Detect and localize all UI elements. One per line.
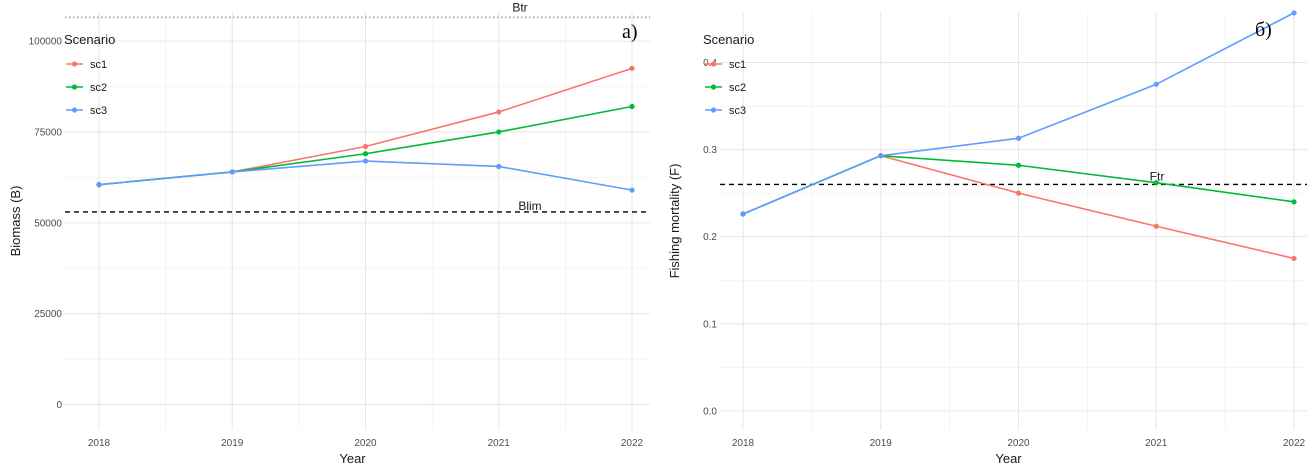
x-tick-label: 2020 — [1007, 438, 1030, 449]
data-point-sc3 — [1291, 10, 1297, 16]
fishing-mortality-chart-panel: 2018 2019 2020 2021 2022 0.0 0.1 0.2 0.3 0.4 Year F… — [657, 0, 1314, 468]
y-tick-label: 0.3 — [703, 145, 717, 156]
legend-label-sc3: sc3 — [729, 105, 746, 117]
gridlines — [720, 12, 1307, 430]
data-point-sc1 — [1153, 223, 1159, 229]
reference-line-label: Btr — [512, 0, 527, 14]
x-axis-title: Year — [995, 451, 1022, 466]
legend-title: Scenario — [64, 32, 115, 47]
biomass-chart-panel: 2018 2019 2020 2021 2022 0 25000 50000 75000 1000… — [8, 0, 650, 466]
panel-letter: б) — [1255, 19, 1272, 41]
data-point-sc1 — [1015, 190, 1022, 196]
legend-key-point — [710, 61, 717, 67]
x-tick-label: 2018 — [88, 438, 111, 449]
data-point-sc3 — [629, 187, 635, 193]
legend-label-sc3: sc3 — [90, 105, 107, 117]
data-point-sc2 — [1153, 180, 1159, 186]
x-tick-label: 2021 — [1145, 438, 1168, 449]
data-point-sc3 — [96, 182, 102, 188]
legend-key-point — [71, 84, 78, 90]
legend-label-sc2: sc2 — [729, 82, 746, 94]
data-point-sc3 — [1153, 81, 1159, 87]
data-point-sc1 — [1291, 255, 1297, 262]
data-point-sc3 — [1015, 135, 1022, 141]
y-tick-label: 0 — [56, 400, 62, 411]
data-point-sc1 — [629, 65, 635, 71]
y-axis-title: Biomass (B) — [8, 186, 23, 257]
y-tick-label: 0.0 — [703, 406, 717, 417]
x-tick-label: 2020 — [354, 438, 377, 449]
reference-line-label: Blim — [518, 199, 541, 213]
data-point-sc1 — [496, 109, 502, 115]
legend: Scenario sc1 sc2 sc3 — [703, 32, 754, 117]
data-point-sc3 — [229, 169, 235, 175]
legend-key-point — [71, 107, 78, 113]
legend-label-sc1: sc1 — [729, 59, 746, 71]
x-tick-label: 2022 — [1283, 438, 1306, 449]
data-point-sc2 — [1015, 162, 1022, 168]
panel-letter: а) — [622, 21, 638, 43]
x-axis-title: Year — [339, 451, 366, 466]
y-tick-label: 50000 — [34, 218, 62, 229]
data-point-sc3 — [362, 158, 369, 164]
legend-key-point — [710, 107, 717, 113]
y-axis-title: Fishing mortality (F) — [667, 164, 682, 279]
legend: Scenario sc1 sc2 sc3 — [64, 32, 115, 117]
x-tick-label: 2022 — [621, 438, 644, 449]
y-tick-label: 100000 — [29, 37, 63, 48]
gridlines — [65, 12, 650, 430]
y-tick-label: 75000 — [34, 127, 62, 138]
x-tick-label: 2019 — [221, 438, 244, 449]
chart-svg: 2018 2019 2020 2021 20220.00.10.20.30.4YearF… — [667, 10, 1307, 466]
data-point-sc2 — [362, 151, 369, 157]
data-point-sc2 — [629, 103, 635, 110]
y-tick-label: 0.1 — [703, 319, 717, 330]
reference-line-label: Ftr — [1150, 169, 1165, 183]
legend-title: Scenario — [703, 32, 754, 47]
legend-label-sc2: sc2 — [90, 82, 107, 94]
data-point-sc3 — [496, 163, 502, 170]
x-tick-label: 2019 — [870, 438, 893, 449]
y-tick-label: 0.2 — [703, 232, 717, 243]
chart-svg: 2018 2019 2020 2021 2022 0 25000 50000 75000 1000… — [8, 0, 650, 466]
legend-label-sc1: sc1 — [90, 59, 107, 71]
data-point-sc2 — [496, 129, 502, 135]
y-tick-label: 25000 — [34, 309, 62, 320]
data-point-sc3 — [740, 211, 746, 217]
data-point-sc1 — [362, 143, 369, 150]
legend-key-point — [71, 61, 78, 67]
legend-key-point — [710, 84, 717, 90]
x-tick-label: 2018 — [732, 438, 755, 449]
data-point-sc2 — [1291, 199, 1297, 205]
data-point-sc3 — [878, 153, 884, 159]
x-tick-label: 2021 — [488, 438, 511, 449]
